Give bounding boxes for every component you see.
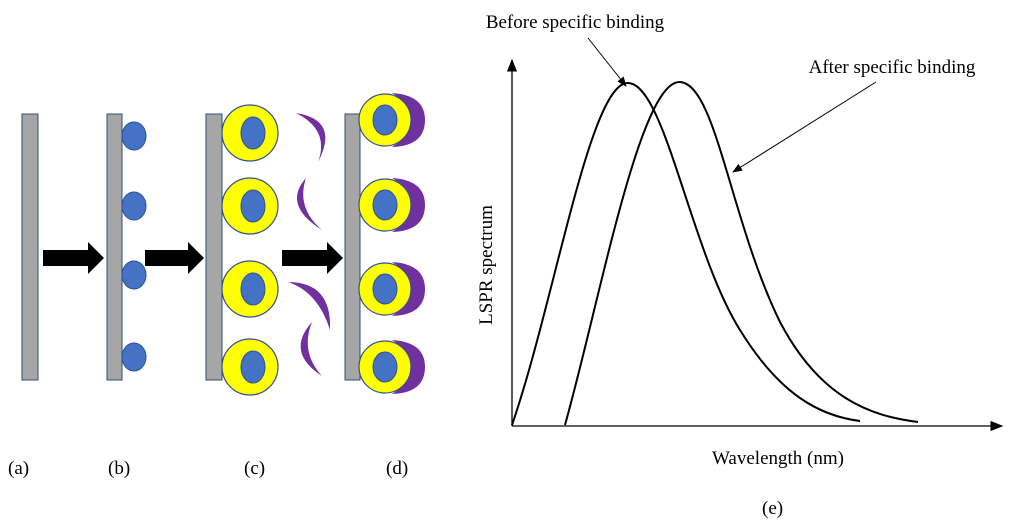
nanoparticle: [121, 121, 147, 151]
substrate: [205, 113, 223, 381]
step-arrow: [43, 242, 104, 274]
step-arrow: [145, 242, 204, 274]
panel-label: (c): [244, 458, 265, 479]
nanoparticle: [121, 260, 147, 290]
functionalized-particles: [221, 104, 279, 396]
y-axis-label: LSPR spectrum: [476, 205, 497, 325]
target-molecules: [288, 113, 331, 376]
annotation-arrow: [587, 37, 627, 87]
spectrum-after: [564, 80, 919, 426]
nanoparticle: [121, 342, 147, 372]
step-arrow: [282, 242, 343, 274]
nanoparticle: [121, 191, 147, 221]
annotation-arrow: [732, 81, 877, 173]
panel-label: (e): [762, 498, 783, 519]
panel-label: (b): [108, 458, 130, 479]
annotation: After specific binding: [809, 57, 976, 78]
annotation: Before specific binding: [486, 12, 665, 33]
panel-label: (d): [386, 458, 408, 479]
panel-label: (a): [8, 458, 29, 479]
x-axis-label: Wavelength (nm): [712, 448, 844, 469]
bound-particles: [358, 93, 425, 394]
substrate: [106, 113, 123, 381]
substrate: [21, 113, 39, 381]
substrate: [344, 113, 361, 381]
spectrum-before: [511, 81, 861, 426]
